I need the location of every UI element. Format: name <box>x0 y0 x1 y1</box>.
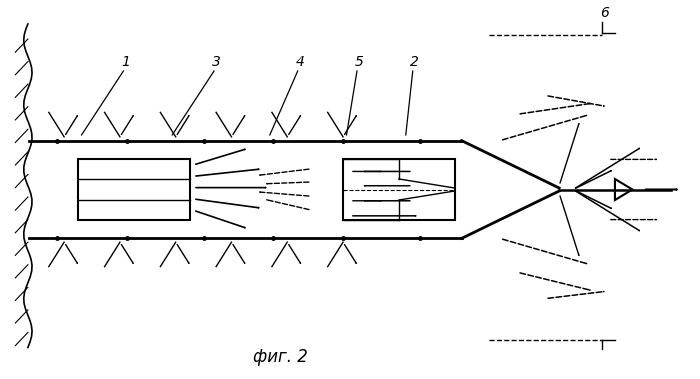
Text: 5: 5 <box>355 55 363 69</box>
Text: 3: 3 <box>211 55 220 69</box>
Text: 6: 6 <box>600 6 609 20</box>
Bar <box>78 160 190 219</box>
Text: 1: 1 <box>121 55 130 69</box>
Text: 2: 2 <box>410 55 419 69</box>
Text: фиг. 2: фиг. 2 <box>253 348 308 366</box>
Text: 4: 4 <box>295 55 304 69</box>
Bar <box>343 160 454 219</box>
